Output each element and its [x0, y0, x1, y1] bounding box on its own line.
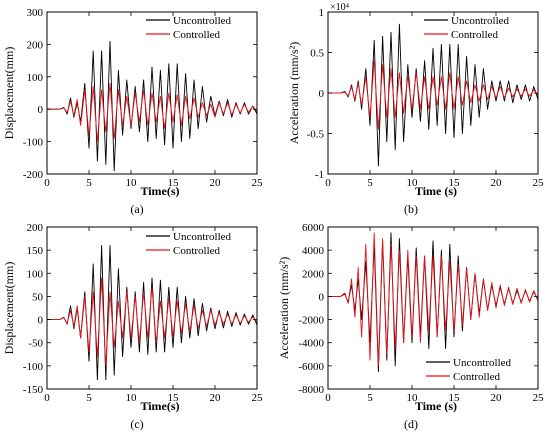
panel-b-xtick-label: 5: [367, 177, 373, 189]
panel-c-xtick-label: 25: [252, 392, 264, 404]
panel-a-xtick-label: 20: [210, 177, 222, 189]
panel-c-caption: (c): [130, 417, 143, 431]
panel-c-xtick-label: 5: [86, 392, 92, 404]
panel-a-ytick-label: 100: [27, 72, 44, 84]
panel-d-ytick-label: 0: [319, 291, 325, 303]
panel-d-series-controlled: [328, 232, 539, 367]
panel-b-series: [328, 23, 539, 167]
panel-c-ticks: 0 5 10 15 20 25 -150 -100 -50 0 50 100 150 200: [23, 222, 263, 404]
panel-c-xlabel: Time(s): [140, 399, 179, 413]
panel-b-xtick-label: 25: [533, 177, 545, 189]
panel-c-xtick-label: 20: [210, 392, 222, 404]
panel-a-series: [47, 40, 258, 172]
panel-b-legend: Uncontrolled Controlled: [424, 15, 510, 41]
panel-d-xtick-label: 10: [407, 392, 419, 404]
panel-b-ylabel: Acceleration (mm/s²): [287, 42, 301, 145]
panel-a-ytick-label: 300: [27, 7, 44, 19]
panel-a-ticks: 0 5 10 15 20 25 -200 -100 0 100 200 300: [23, 7, 263, 189]
panel-a-legend: Uncontrolled Controlled: [146, 15, 232, 41]
panel-b-caption: (b): [404, 202, 418, 216]
panel-a-ytick-label: -100: [23, 137, 44, 149]
panel-b-exponent: ×10⁴: [330, 2, 350, 13]
panel-d-xlabel: Time (s): [415, 399, 457, 413]
panel-b-ytick-label: -0.5: [307, 129, 325, 141]
panel-d-ytick-label: 2000: [302, 268, 325, 280]
panel-b-xlabel: Time (s): [415, 184, 457, 198]
panel-a-xtick-label: 25: [252, 177, 264, 189]
panel-c-xtick-label: 10: [126, 392, 138, 404]
panel-a-xtick-label: 0: [44, 177, 50, 189]
panel-d-ytick-label: 4000: [302, 245, 325, 257]
panel-a-xtick-label: 10: [126, 177, 138, 189]
panel-b-series-uncontrolled: [328, 23, 539, 167]
panel-a-ytick-label: -200: [23, 169, 44, 181]
panel-a-xlabel: Time(s): [140, 184, 179, 198]
panel-c: 0 5 10 15 20 25 -150 -100 -50 0 50 100 150 200 Displa…: [2, 222, 263, 431]
panel-d-xtick-label: 5: [367, 392, 373, 404]
panel-a-xtick-label: 5: [86, 177, 92, 189]
panel-d-legend-box: [422, 352, 534, 384]
panel-c-ytick-label: 200: [27, 222, 44, 234]
panel-a-caption: (a): [130, 202, 143, 216]
panel-b-ticks: 0 5 10 15 20 25 -1 -0.5 0 0.5 1: [307, 7, 544, 189]
panel-d-xtick-label: 25: [533, 392, 545, 404]
panel-c-ytick-label: -150: [23, 384, 44, 396]
panel-d-legend-controlled: Controlled: [453, 371, 501, 383]
panel-c-xtick-label: 15: [168, 392, 180, 404]
panel-b-xtick-label: 15: [449, 177, 461, 189]
panel-c-series-controlled: [47, 277, 258, 367]
panel-d-ticks: 0 5 10 15 20 25 -8000 -6000 -4000 -2000 0 2000 4000 6…: [298, 222, 544, 404]
panel-a-ytick-label: 200: [27, 39, 44, 51]
panel-d-ylabel: Acceleration (mm/s²): [277, 257, 291, 360]
panel-a-xtick-label: 15: [168, 177, 180, 189]
panel-c-ytick-label: 0: [38, 315, 44, 327]
panel-d-xtick-label: 0: [325, 392, 331, 404]
panel-d-series: [328, 232, 539, 373]
panel-c-ytick-label: 100: [27, 268, 44, 280]
panel-a: 0 5 10 15 20 25 -200 -100 0 100 200 300 Displacemen…: [2, 7, 263, 216]
panel-d-ytick-label: 6000: [302, 222, 325, 234]
panel-b-series-controlled: [328, 60, 539, 130]
panel-c-plot-frame: [46, 226, 258, 390]
panel-b-xtick-label: 20: [491, 177, 503, 189]
panel-a-ylabel: Displacement(mm): [2, 47, 16, 140]
panel-d-ytick-label: -6000: [298, 361, 324, 373]
panel-c-xtick-label: 0: [44, 392, 50, 404]
panel-c-ytick-label: -50: [28, 338, 43, 350]
panel-c-ylabel: Displacement(mm): [2, 262, 16, 355]
panel-c-legend: Uncontrolled Controlled: [146, 231, 232, 257]
panel-c-legend-controlled: Controlled: [173, 245, 221, 257]
panel-d-xtick-label: 15: [449, 392, 461, 404]
panel-b-legend-uncontrolled: Uncontrolled: [451, 15, 510, 27]
panel-c-ytick-label: 50: [32, 291, 44, 303]
panel-d-xtick-label: 20: [491, 392, 503, 404]
panel-d-legend-uncontrolled: Uncontrolled: [453, 357, 512, 369]
panel-c-ytick-label: -100: [23, 361, 44, 373]
panel-d-ytick-label: -8000: [298, 384, 324, 396]
panel-b-ytick-label: -1: [315, 169, 324, 181]
panel-b-ytick-label: 0: [319, 88, 325, 100]
panel-d-caption: (d): [404, 417, 418, 431]
panel-a-ytick-label: 0: [38, 104, 44, 116]
panel-c-legend-uncontrolled: Uncontrolled: [173, 231, 232, 243]
panel-b: 0 5 10 15 20 25 -1 -0.5 0 0.5 1 ×10⁴ Acceleration …: [287, 2, 544, 216]
panel-d-ytick-label: -2000: [298, 315, 324, 327]
panel-a-series-controlled: [47, 82, 258, 143]
panel-d-plot-frame: [327, 226, 539, 390]
panel-d-legend: Uncontrolled Controlled: [422, 352, 534, 384]
panel-b-ytick-label: 1: [319, 7, 325, 19]
panel-a-plot-frame: [46, 11, 258, 175]
panel-d-ytick-label: -4000: [298, 338, 324, 350]
panel-b-xtick-label: 10: [407, 177, 419, 189]
panel-b-xtick-label: 0: [325, 177, 331, 189]
panel-a-legend-controlled: Controlled: [173, 29, 221, 41]
panel-b-ytick-label: 0.5: [310, 48, 324, 60]
panel-b-legend-controlled: Controlled: [451, 29, 499, 41]
panel-a-legend-uncontrolled: Uncontrolled: [173, 15, 232, 27]
panel-c-series: [47, 245, 258, 381]
panel-d: 0 5 10 15 20 25 -8000 -6000 -4000 -2000 0 2000 4000 6…: [277, 222, 544, 431]
panel-c-series-uncontrolled: [47, 245, 258, 381]
panel-c-ytick-label: 150: [27, 245, 44, 257]
